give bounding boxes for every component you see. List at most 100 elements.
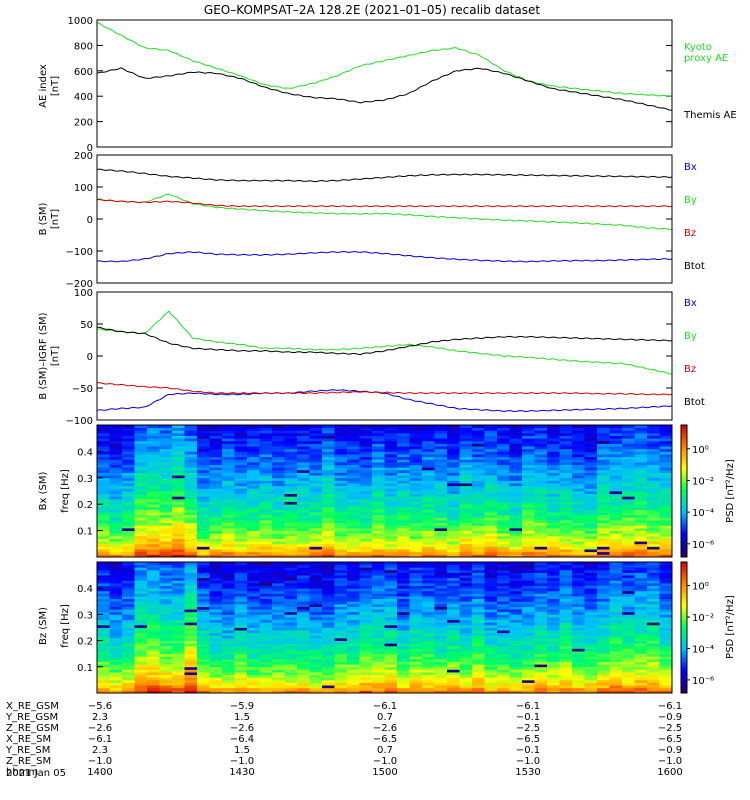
spectrogram-cell xyxy=(484,627,498,631)
spectrogram-cell xyxy=(109,469,123,473)
spectrogram-cell xyxy=(184,485,198,489)
spectrogram-cell xyxy=(484,630,498,634)
spectrogram-cell xyxy=(109,622,123,626)
spectrogram-cell xyxy=(597,554,610,558)
spectrogram-cell xyxy=(634,585,648,589)
spectrogram-cell xyxy=(309,535,323,539)
spectrogram-cell xyxy=(509,609,523,613)
spectrogram-cell xyxy=(222,517,235,521)
spectrogram-cell xyxy=(122,632,135,636)
y-tick-label: −200 xyxy=(66,279,93,290)
spectrogram-cell xyxy=(497,527,510,531)
spectrogram-cell xyxy=(234,630,248,634)
spectrogram-cell xyxy=(259,530,273,534)
spectrogram-cell xyxy=(122,614,135,618)
spectrogram-cell xyxy=(184,656,198,660)
spectrogram-cell xyxy=(322,580,335,584)
colorbar-segment xyxy=(681,543,687,547)
spectrogram-cell xyxy=(347,622,360,626)
spectrogram-cell xyxy=(572,427,585,431)
spectrogram-cell xyxy=(409,643,423,647)
ephemeris-value: −5.6 xyxy=(88,701,112,712)
spectrogram-cell xyxy=(609,651,623,655)
spectrogram-cell xyxy=(184,562,198,566)
spectrogram-cell xyxy=(334,682,348,686)
y-tick-label: 0.2 xyxy=(77,637,93,648)
spectrogram-cell xyxy=(122,425,135,429)
spectrogram-cell xyxy=(147,435,160,439)
spectrogram-cell xyxy=(584,672,598,676)
spectrogram-cell xyxy=(159,446,173,450)
spectrogram-cell xyxy=(259,535,273,539)
spectrogram-cell xyxy=(572,614,585,618)
spectrogram-cell xyxy=(97,648,110,652)
spectrogram-cell xyxy=(297,454,310,458)
spectrogram-cell xyxy=(222,648,235,652)
spectrogram-cell xyxy=(534,635,548,639)
spectrogram-cell xyxy=(97,664,110,668)
spectrogram-cell xyxy=(384,640,398,644)
spectrogram-cell xyxy=(509,687,523,691)
spectrogram-cell xyxy=(509,619,523,623)
spectrogram-cell xyxy=(484,577,498,581)
spectrogram-cell xyxy=(459,648,473,652)
spectrogram-cell xyxy=(497,669,510,673)
spectrogram-cell xyxy=(372,598,385,602)
spectrogram-cell xyxy=(184,546,198,550)
spectrogram-cell xyxy=(659,648,673,652)
spectrogram-cell xyxy=(397,658,410,662)
spectrogram-cell xyxy=(434,569,448,573)
spectrogram-cell xyxy=(122,564,135,568)
spectrogram-cell xyxy=(472,432,485,436)
spectrogram-cell xyxy=(497,645,510,649)
spectrogram-cell xyxy=(159,475,173,479)
spectrogram-cell xyxy=(459,480,473,484)
spectrogram-cell xyxy=(97,454,110,458)
spectrogram-cell xyxy=(184,677,198,681)
spectrogram-cell xyxy=(147,632,160,636)
colorbar-segment xyxy=(681,460,687,463)
spectrogram-cell xyxy=(397,469,410,473)
spectrogram-cell xyxy=(172,679,185,683)
spectrogram-cell xyxy=(159,480,173,484)
spectrogram-cell xyxy=(184,517,198,521)
spectrogram-cell xyxy=(209,653,223,657)
spectrogram-cell xyxy=(559,669,573,673)
spectrogram-cell xyxy=(497,496,510,500)
spectrogram-cell xyxy=(359,464,373,468)
spectrogram-cell xyxy=(584,509,598,513)
spectrogram-cell xyxy=(347,440,360,444)
spectrogram-cell xyxy=(134,533,148,537)
spectrogram-cell xyxy=(634,440,648,444)
spectrogram-cell xyxy=(659,606,673,610)
spectrogram-cell xyxy=(434,464,448,468)
spectrogram-cell xyxy=(284,443,298,447)
spectrogram-cell xyxy=(572,522,585,526)
spectrogram-cell xyxy=(397,493,410,497)
spectrogram-cell xyxy=(222,637,235,641)
spectrogram-cell xyxy=(547,430,560,434)
spectrogram-cell xyxy=(609,530,623,534)
spectrogram-cell xyxy=(472,580,485,584)
spectrogram-cell xyxy=(634,501,648,505)
spectrogram-cell xyxy=(547,637,560,641)
spectrogram-cell xyxy=(347,430,360,434)
spectrogram-cell xyxy=(622,498,635,502)
spectrogram-cell xyxy=(397,585,410,589)
spectrogram-cell xyxy=(422,551,435,555)
spectrogram-cell xyxy=(484,525,498,529)
spectrogram-cell xyxy=(359,440,373,444)
bx-spectrogram-panel: Bx (SM) freq [Hz] 0.10.20.30.4 10⁰10⁻²10… xyxy=(38,424,736,558)
spectrogram-cell xyxy=(172,685,185,689)
spectrogram-cell xyxy=(284,533,298,537)
spectrogram-cell xyxy=(247,606,260,610)
colorbar-segment xyxy=(681,596,687,600)
spectrogram-cell xyxy=(272,622,285,626)
spectrogram-cell xyxy=(547,469,560,473)
spectrogram-cell xyxy=(547,496,560,500)
spectrogram-cell xyxy=(522,440,535,444)
spectrogram-cell xyxy=(547,501,560,505)
spectrogram-cell xyxy=(322,483,335,487)
spectrogram-cell xyxy=(159,517,173,521)
spectrogram-cell xyxy=(497,640,510,644)
